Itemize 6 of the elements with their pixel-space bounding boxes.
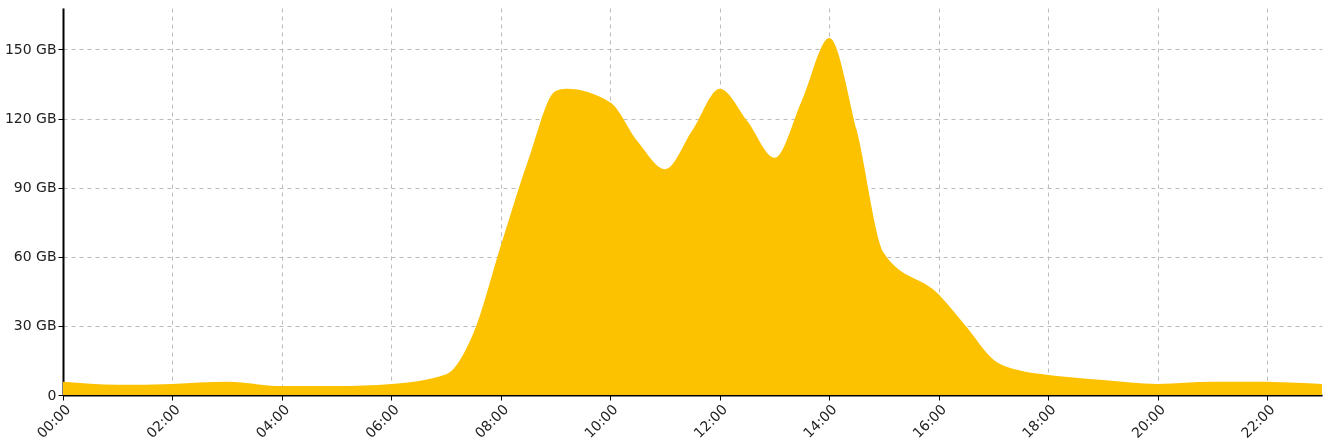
y-tick-label: 90 GB <box>13 179 57 196</box>
y-tick-label: 120 GB <box>4 110 57 127</box>
y-tick-label: 150 GB <box>4 40 57 57</box>
y-tick-label: 60 GB <box>13 248 57 265</box>
y-tick-label: 30 GB <box>13 317 57 334</box>
y-tick-label: 0 <box>47 386 57 403</box>
